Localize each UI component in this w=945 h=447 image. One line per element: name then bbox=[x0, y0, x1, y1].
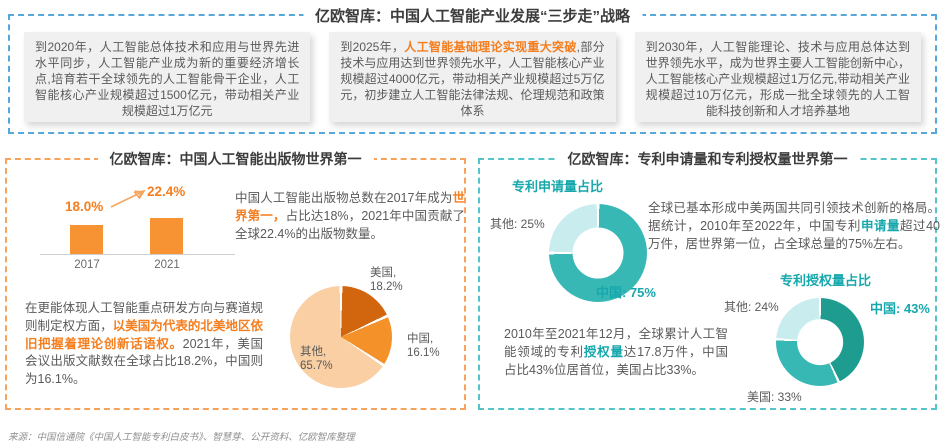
milestone-2020-card: 到2020年，人工智能总体技术和应用与世界先进水平同步，人工智能产业成为新的重要… bbox=[24, 32, 311, 122]
grants-label-usa: 美国: 33% bbox=[747, 390, 802, 404]
bar-value-label-2021: 22.4% bbox=[147, 184, 186, 199]
patent-grants-donut-title: 专利授权量占比 bbox=[780, 273, 872, 288]
bar-category-2021: 2021 bbox=[154, 259, 180, 271]
bar-2021 bbox=[150, 218, 183, 254]
milestone-row: 到2020年，人工智能总体技术和应用与世界先进水平同步，人工智能产业成为新的重要… bbox=[10, 16, 935, 122]
patent-grants-donut-chart bbox=[776, 298, 864, 386]
publications-section-title: 亿欧智库：中国人工智能出版物世界第一 bbox=[97, 149, 374, 169]
publications-paragraph-1: 中国人工智能出版物总数在2017年成为世界第一，占比达18%，2021年中国贡献… bbox=[235, 191, 465, 241]
milestone-2030-card: 到2030年，人工智能理论、技术与应用总体达到世界领先水平，成为世界主要人工智能… bbox=[634, 32, 921, 122]
pie-label-usa: 美国, 18.2% bbox=[370, 267, 403, 294]
milestone-2025-card: 到2025年，人工智能基础理论实现重大突破,部分技术与应用达到世界领先水平，人工… bbox=[329, 32, 616, 122]
source-note: 来源：中国信通院《中国人工智能专利白皮书》、智慧芽、公开资料、亿欧智库整理 bbox=[8, 432, 355, 443]
patents-section: 亿欧智库：专利申请量和专利授权量世界第一 专利申请量占比 其他: 25% 中国:… bbox=[478, 149, 940, 410]
publications-section: 亿欧智库：中国人工智能出版物世界第一 18.0% 22.4% 2017 2021… bbox=[5, 149, 466, 410]
bar-2017 bbox=[70, 225, 103, 254]
patents-section-title: 亿欧智库：专利申请量和专利授权量世界第一 bbox=[555, 149, 860, 169]
grants-label-china: 中国: 43% bbox=[870, 301, 930, 316]
growth-arrow-icon bbox=[110, 189, 146, 208]
patent-applications-donut-title: 专利申请量占比 bbox=[512, 179, 604, 194]
applications-label-other: 其他: 25% bbox=[490, 217, 545, 231]
strategy-section-title: 亿欧智库：中国人工智能产业发展“三步走”战略 bbox=[302, 5, 643, 26]
publications-bar-chart: 18.0% 22.4% 2017 2021 bbox=[7, 160, 247, 275]
publications-pie-chart bbox=[290, 286, 392, 388]
pie-label-china: 中国, 16.1% bbox=[407, 333, 440, 360]
applications-label-china: 中国: 75% bbox=[596, 285, 656, 300]
strategy-section: 亿欧智库：中国人工智能产业发展“三步走”战略 到2020年，人工智能总体技术和应… bbox=[8, 5, 937, 134]
publications-paragraph-2: 在更能体现人工智能重点研发方向与赛道规则制定权方面，以美国为代表的北美地区依旧把… bbox=[25, 301, 263, 386]
pie-label-other: 其他, 65.7% bbox=[300, 346, 333, 373]
bar-chart-axis bbox=[40, 254, 235, 255]
patents-paragraph-2: 2010年至2021年12月，全球累计人工智能领域的专利授权量达17.8万件，中… bbox=[504, 327, 728, 377]
grants-label-other: 其他: 24% bbox=[724, 300, 779, 314]
bar-value-label-2017: 18.0% bbox=[65, 199, 104, 214]
patent-applications-donut-chart bbox=[549, 204, 647, 302]
patents-paragraph-1: 全球已基本形成中美两国共同引领技术创新的格局。据统计，2010年至2022年，中… bbox=[648, 201, 940, 251]
bar-category-2017: 2017 bbox=[74, 259, 100, 271]
